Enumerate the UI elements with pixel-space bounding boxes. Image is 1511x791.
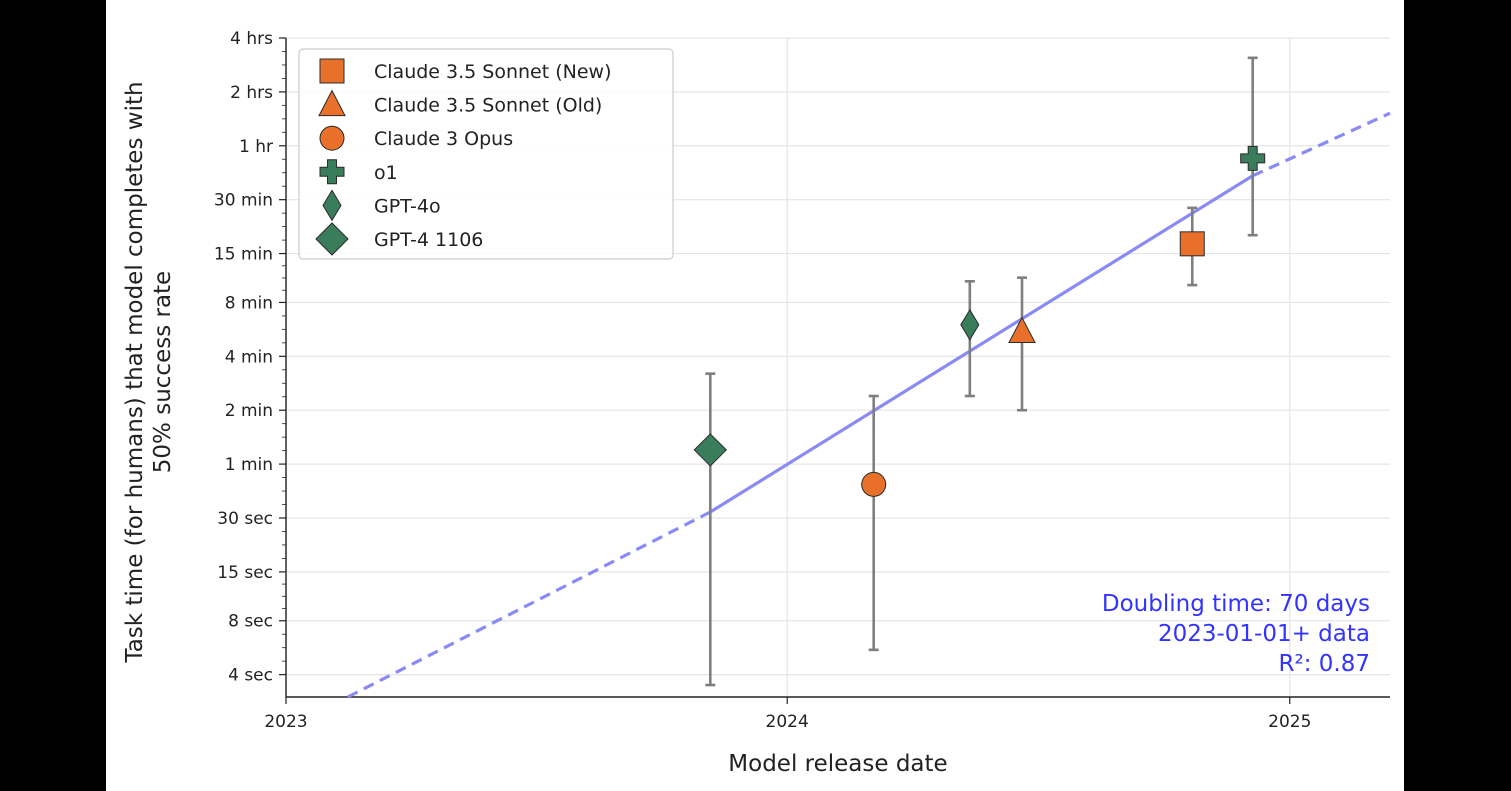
marker-thin-diamond <box>322 189 342 222</box>
data-point <box>1179 206 1205 287</box>
y-tick-label: 2 min <box>225 401 273 421</box>
legend-entry: GPT-4 1106 <box>315 222 483 256</box>
legend-entry: Claude 3 Opus <box>319 125 513 151</box>
x-tick-label: 2024 <box>766 712 809 732</box>
annotation-line: R²: 0.87 <box>1279 651 1370 677</box>
y-tick-label: 8 min <box>225 293 273 313</box>
y-tick-label: 1 hr <box>239 137 273 157</box>
legend-entry: Claude 3.5 Sonnet (New) <box>319 58 612 84</box>
y-tick-label: 4 hrs <box>230 29 273 49</box>
legend-label: Claude 3 Opus <box>374 128 513 150</box>
trend-dashed-after <box>1252 111 1391 178</box>
marker-diamond <box>693 433 728 467</box>
marker-square <box>1179 231 1205 257</box>
y-tick-label: 1 min <box>225 455 273 475</box>
annotation-line: 2023-01-01+ data <box>1158 621 1370 647</box>
y-tick-label: 2 hrs <box>230 83 273 103</box>
y-tick-label: 30 min <box>214 191 273 211</box>
legend-label: Claude 3.5 Sonnet (Old) <box>374 95 602 117</box>
legend-entry: GPT-4o <box>322 189 441 222</box>
marker-diamond <box>315 222 349 256</box>
marker-circle <box>861 471 887 497</box>
trend-line <box>347 111 1391 699</box>
legend-label: GPT-4o <box>374 195 441 217</box>
annotation: Doubling time: 70 days 2023-01-01+ data R²… <box>1102 591 1370 677</box>
legend-label: Claude 3.5 Sonnet (New) <box>374 61 612 83</box>
marker-triangle <box>318 89 346 117</box>
legend-label: GPT-4 1106 <box>374 229 483 251</box>
y-tick-label: 30 sec <box>217 509 273 529</box>
legend-box <box>298 48 674 260</box>
trend-dashed-before <box>347 510 712 699</box>
axes: 4 sec 8 sec 15 sec 30 sec 1 min 2 min 4 min 8 m… <box>214 29 1390 732</box>
marker-triangle <box>1008 316 1036 344</box>
marker-circle <box>319 125 345 151</box>
data-point <box>1008 276 1036 412</box>
data-points <box>693 56 1266 687</box>
y-tick-label: 4 sec <box>228 666 273 686</box>
trend-solid <box>709 174 1254 514</box>
x-tick-label: 2023 <box>264 712 307 732</box>
data-point <box>693 372 728 687</box>
marker-thin-diamond <box>960 308 980 341</box>
legend-entry: o1 <box>319 159 398 185</box>
y-axis-label: Task time (for humans) that model comple… <box>122 81 176 663</box>
chart-panel: 4 sec 8 sec 15 sec 30 sec 1 min 2 min 4 min 8 m… <box>106 0 1404 791</box>
y-tick-label: 4 min <box>225 347 273 367</box>
y-tick-label: 15 min <box>214 245 273 265</box>
y-tick-label: 8 sec <box>228 612 273 632</box>
y-tick-label: 15 sec <box>217 563 273 583</box>
y-axis-label-line: 50% success rate <box>150 271 176 473</box>
x-tick-label: 2025 <box>1268 712 1311 732</box>
x-axis-label: Model release date <box>728 751 947 777</box>
legend: Claude 3.5 Sonnet (New) Claude 3.5 Sonnet… <box>298 48 674 260</box>
legend-label: o1 <box>374 162 398 184</box>
data-point <box>861 394 887 652</box>
marker-plus <box>319 159 345 185</box>
data-point <box>960 279 980 398</box>
legend-entry: Claude 3.5 Sonnet (Old) <box>318 89 602 117</box>
y-axis-label-line: Task time (for humans) that model comple… <box>122 81 148 663</box>
data-point <box>1240 56 1266 237</box>
chart-svg: 4 sec 8 sec 15 sec 30 sec 1 min 2 min 4 min 8 m… <box>122 29 1391 777</box>
marker-square <box>319 58 345 84</box>
annotation-line: Doubling time: 70 days <box>1102 591 1370 617</box>
axis-labels: Model release date Task time (for humans)… <box>122 81 948 777</box>
marker-plus <box>1240 145 1266 171</box>
